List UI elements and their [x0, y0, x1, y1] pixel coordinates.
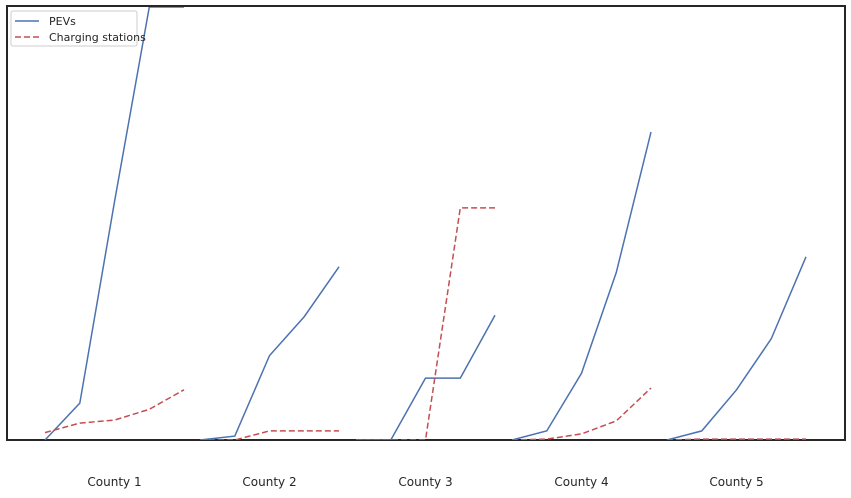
- series-line-charging-stations-county-5: [666, 438, 806, 440]
- legend-box: [10, 10, 138, 47]
- plot-frame: [6, 5, 846, 441]
- series-line-pevs-county-2: [199, 266, 340, 440]
- series-line-charging-stations-county-4: [511, 387, 652, 440]
- series-line-pevs-county-1: [44, 7, 184, 440]
- series-line-charging-stations-county-3: [356, 207, 495, 440]
- series-layer: [44, 7, 807, 440]
- series-line-pevs-county-4: [511, 131, 652, 440]
- series-line-charging-stations-county-2: [200, 430, 339, 440]
- x-tick-labels: County 1 County 2 County 3 County 4 County 5: [87, 475, 763, 489]
- series-line-pevs-county-5: [666, 256, 807, 440]
- x-tick-label-county-3: County 3: [398, 475, 452, 489]
- legend-label-pevs: PEVs: [49, 15, 76, 28]
- legend: PEVs Charging stations: [10, 10, 146, 47]
- series-line-pevs-county-3: [356, 314, 496, 440]
- series-line-charging-stations-county-1: [44, 389, 185, 434]
- x-tick-label-county-5: County 5: [709, 475, 763, 489]
- x-tick-label-county-4: County 4: [554, 475, 608, 489]
- x-tick-label-county-1: County 1: [87, 475, 141, 489]
- legend-label-charging-stations: Charging stations: [49, 31, 146, 44]
- x-tick-label-county-2: County 2: [242, 475, 296, 489]
